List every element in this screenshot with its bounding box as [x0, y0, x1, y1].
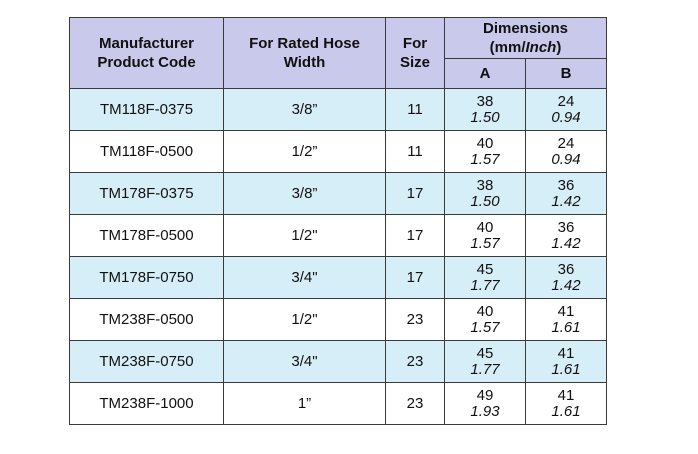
product-code-cell: TM178F-0375: [69, 172, 224, 215]
hose-width-cell: 3/8”: [223, 88, 386, 131]
table-row: TM238F-0750 3/4" 23 45 1.77 41 1.61: [69, 340, 607, 383]
dimension-a-cell: 40 1.57: [444, 298, 526, 341]
product-code-cell: TM118F-0375: [69, 88, 224, 131]
hose-width-cell: 1/2": [223, 214, 386, 257]
size-cell: 17: [385, 172, 445, 215]
header-rated-hose-width: For Rated Hose Width: [223, 17, 386, 89]
dimension-b-cell: 36 1.42: [525, 256, 607, 299]
header-dimension-a: A: [444, 58, 526, 89]
product-code-cell: TM178F-0750: [69, 256, 224, 299]
dimension-b-cell: 24 0.94: [525, 130, 607, 173]
dimension-b-cell: 41 1.61: [525, 340, 607, 383]
table-row: TM178F-0500 1/2" 17 40 1.57 36 1.42: [69, 214, 607, 257]
size-cell: 17: [385, 214, 445, 257]
header-dimensions: Dimensions (mm/Inch): [444, 17, 607, 59]
hose-width-cell: 1/2": [223, 298, 386, 341]
header-dimension-b: B: [525, 58, 607, 89]
dimension-b-cell: 41 1.61: [525, 382, 607, 425]
header-for-size: For Size: [385, 17, 445, 89]
table-row: TM178F-0750 3/4" 17 45 1.77 36 1.42: [69, 256, 607, 299]
dimension-a-cell: 45 1.77: [444, 340, 526, 383]
size-cell: 17: [385, 256, 445, 299]
hose-width-cell: 1”: [223, 382, 386, 425]
dimension-a-cell: 38 1.50: [444, 88, 526, 131]
table-row: TM238F-0500 1/2" 23 40 1.57 41 1.61: [69, 298, 607, 341]
dimension-a-cell: 49 1.93: [444, 382, 526, 425]
hose-width-cell: 3/4": [223, 340, 386, 383]
hose-width-cell: 1/2”: [223, 130, 386, 173]
product-code-cell: TM238F-1000: [69, 382, 224, 425]
table-row: TM118F-0375 3/8” 11 38 1.50 24 0.94: [69, 88, 607, 131]
table-row: TM118F-0500 1/2” 11 40 1.57 24 0.94: [69, 130, 607, 173]
dimension-b-cell: 36 1.42: [525, 214, 607, 257]
size-cell: 23: [385, 340, 445, 383]
table-row: TM178F-0375 3/8” 17 38 1.50 36 1.42: [69, 172, 607, 215]
size-cell: 11: [385, 130, 445, 173]
dimension-a-cell: 38 1.50: [444, 172, 526, 215]
table-header: Manufacturer Product Code For Rated Hose…: [69, 17, 607, 89]
table-body: TM118F-0375 3/8” 11 38 1.50 24 0.94 TM118F…: [69, 88, 607, 425]
header-manufacturer-product-code: Manufacturer Product Code: [69, 17, 224, 89]
dimension-b-cell: 41 1.61: [525, 298, 607, 341]
hose-width-cell: 3/4": [223, 256, 386, 299]
table-row: TM238F-1000 1” 23 49 1.93 41 1.61: [69, 382, 607, 425]
dimension-a-cell: 40 1.57: [444, 130, 526, 173]
product-spec-table: Manufacturer Product Code For Rated Hose…: [69, 17, 607, 425]
dimension-b-cell: 36 1.42: [525, 172, 607, 215]
product-code-cell: TM178F-0500: [69, 214, 224, 257]
product-code-cell: TM238F-0750: [69, 340, 224, 383]
product-code-cell: TM118F-0500: [69, 130, 224, 173]
dimension-b-cell: 24 0.94: [525, 88, 607, 131]
size-cell: 23: [385, 298, 445, 341]
hose-width-cell: 3/8”: [223, 172, 386, 215]
dimension-a-cell: 45 1.77: [444, 256, 526, 299]
size-cell: 11: [385, 88, 445, 131]
product-code-cell: TM238F-0500: [69, 298, 224, 341]
size-cell: 23: [385, 382, 445, 425]
dimension-a-cell: 40 1.57: [444, 214, 526, 257]
